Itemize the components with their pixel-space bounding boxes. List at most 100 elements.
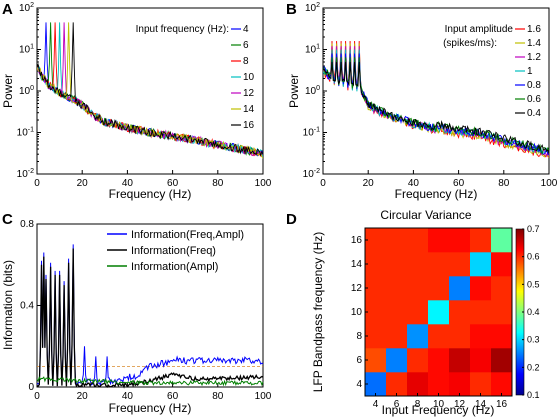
heatmap-cell (428, 324, 450, 349)
heatmap-cell (365, 300, 387, 325)
panel-c-xtick-label: 100 (255, 391, 272, 402)
heatmap-cell (491, 372, 513, 397)
heatmap-cell (491, 276, 513, 301)
panel-d-ytick-label: 12 (351, 283, 363, 294)
panel-b-legend-label: 0.6 (527, 94, 541, 105)
panel-label-d: D (286, 211, 297, 228)
heatmap-cell (386, 324, 408, 349)
panel-d-xtick-label: 10 (433, 399, 445, 410)
heatmap-cell (407, 228, 429, 253)
heatmap-cell (428, 252, 450, 277)
panel-c-xlabel: Frequency (Hz) (109, 401, 192, 415)
panel-a-ylabel: Power (1, 74, 15, 108)
panel-c-series-line (36, 248, 264, 389)
heatmap-cell (470, 324, 492, 349)
panel-c-information: 0 20 40 60 80 100 0 0.4 0.8 Information(Freq,Amp… (1, 219, 272, 415)
panel-a-ytick-label: 102 (19, 2, 34, 14)
panel-a-xtick-label: 20 (77, 178, 89, 189)
heatmap-cell (491, 252, 513, 277)
panel-d-xtick-label: 16 (496, 399, 508, 410)
colorbar-tick-label: 0.2 (527, 362, 540, 372)
panel-b-xtick-label: 100 (541, 178, 558, 189)
panel-a-ytick-label: 10-2 (17, 168, 34, 180)
panel-c-ylabel: Information (bits) (1, 260, 15, 350)
panel-b-series-line (323, 61, 549, 154)
panel-d-xlabel: Input Frequency (Hz) (382, 403, 495, 417)
heatmap-cell (470, 276, 492, 301)
panel-b-legend-label: 1.2 (527, 52, 541, 63)
heatmap-cell (428, 348, 450, 373)
panel-b-xlabel: Frequency (Hz) (395, 187, 478, 201)
panel-b-xtick-label: 40 (408, 178, 420, 189)
heatmap-cell (365, 228, 387, 253)
heatmap-cell (386, 372, 408, 397)
panel-a-series-line (37, 22, 263, 157)
heatmap-cell (491, 348, 513, 373)
panel-c-xtick-label: 0 (34, 391, 40, 402)
panel-b-xtick-label: 80 (498, 178, 510, 189)
heatmap-cell (470, 300, 492, 325)
heatmap-cell (449, 372, 471, 397)
panel-b-ytick-label: 102 (305, 2, 320, 14)
heatmap-cell (470, 372, 492, 397)
panel-a-xlabel: Frequency (Hz) (109, 187, 192, 201)
heatmap-cell (407, 324, 429, 349)
heatmap-cell (449, 276, 471, 301)
panel-a-legend-label: 10 (243, 72, 255, 83)
panel-b-xtick-label: 60 (453, 178, 465, 189)
colorbar-tick-label: 0.1 (527, 390, 540, 400)
heatmap-cell (365, 348, 387, 373)
heatmap-cell (428, 276, 450, 301)
panel-a-ytick-label: 101 (19, 44, 34, 56)
panel-a-legend-label: 4 (243, 24, 249, 35)
panel-b-power-vs-frequency: 0 20 40 60 80 100 10-2 10-1 100 101 102 Input ampl… (287, 2, 558, 201)
panel-d-ytick-label: 8 (356, 331, 362, 342)
panel-d-ytick-label: 16 (351, 235, 363, 246)
panel-b-ytick-label: 10-1 (303, 127, 320, 139)
panel-d-title: Circular Variance (380, 208, 471, 222)
heatmap-cell (449, 324, 471, 349)
panel-a-xtick-label: 100 (255, 178, 272, 189)
heatmap-cell (428, 228, 450, 253)
heatmap-cell (407, 372, 429, 397)
panel-c-series-line (36, 376, 264, 387)
heatmap-cell (386, 276, 408, 301)
panel-b-ytick-label: 10-2 (303, 168, 320, 180)
panel-a-ytick-label: 100 (19, 85, 34, 97)
panel-c-legend-label: Information(Ampl) (131, 261, 218, 273)
heatmap-cell (407, 276, 429, 301)
panel-a-ytick-label: 10-1 (17, 127, 34, 139)
panel-b-legend-label: 0.8 (527, 80, 541, 91)
panel-d-circular-variance-heatmap: Circular Variance 44 6 6 8 8 10 10 12 12 14 14 16 16… (311, 208, 540, 417)
panel-b-ytick-label: 101 (305, 44, 320, 56)
panel-c-xtick-label: 20 (77, 391, 89, 402)
panel-b-ytick-label: 100 (305, 85, 320, 97)
heatmap-cell (449, 300, 471, 325)
panel-c-legend-label: Information(Freq,Ampl) (131, 229, 244, 241)
panel-a-power-vs-frequency: 0 20 40 60 80 100 10-2 10-1 100 101 102 Input freq… (1, 2, 272, 201)
heatmap-cell (470, 252, 492, 277)
panel-c-ytick-label: 0.4 (20, 301, 34, 312)
heatmap-cell (428, 300, 450, 325)
panel-c-xtick-label: 60 (167, 391, 179, 402)
panel-b-legend-label: 1 (527, 66, 533, 77)
colorbar-tick-label: 0.5 (527, 279, 540, 289)
panel-a-legend-label: 16 (243, 120, 255, 131)
heatmap-cell (470, 348, 492, 373)
heatmap-cell (428, 372, 450, 397)
panel-d-xtick-label: 14 (475, 399, 487, 410)
heatmap-cell (365, 276, 387, 301)
heatmap-cell (386, 348, 408, 373)
panel-a-legend-label: 12 (243, 88, 255, 99)
panel-d-ytick-label: 14 (351, 259, 363, 270)
panel-b-legend-label: 1.6 (527, 24, 541, 35)
heatmap-cell (491, 300, 513, 325)
panel-d-xtick-label: 8 (415, 399, 421, 410)
panel-a-xtick-label: 40 (122, 178, 134, 189)
panel-b-legend-label: 1.4 (527, 38, 541, 49)
panel-b-xtick-label: 0 (320, 178, 326, 189)
panel-label-c: C (2, 211, 13, 228)
heatmap-cell (386, 300, 408, 325)
panel-a-legend-title: Input frequency (Hz): (136, 24, 229, 35)
